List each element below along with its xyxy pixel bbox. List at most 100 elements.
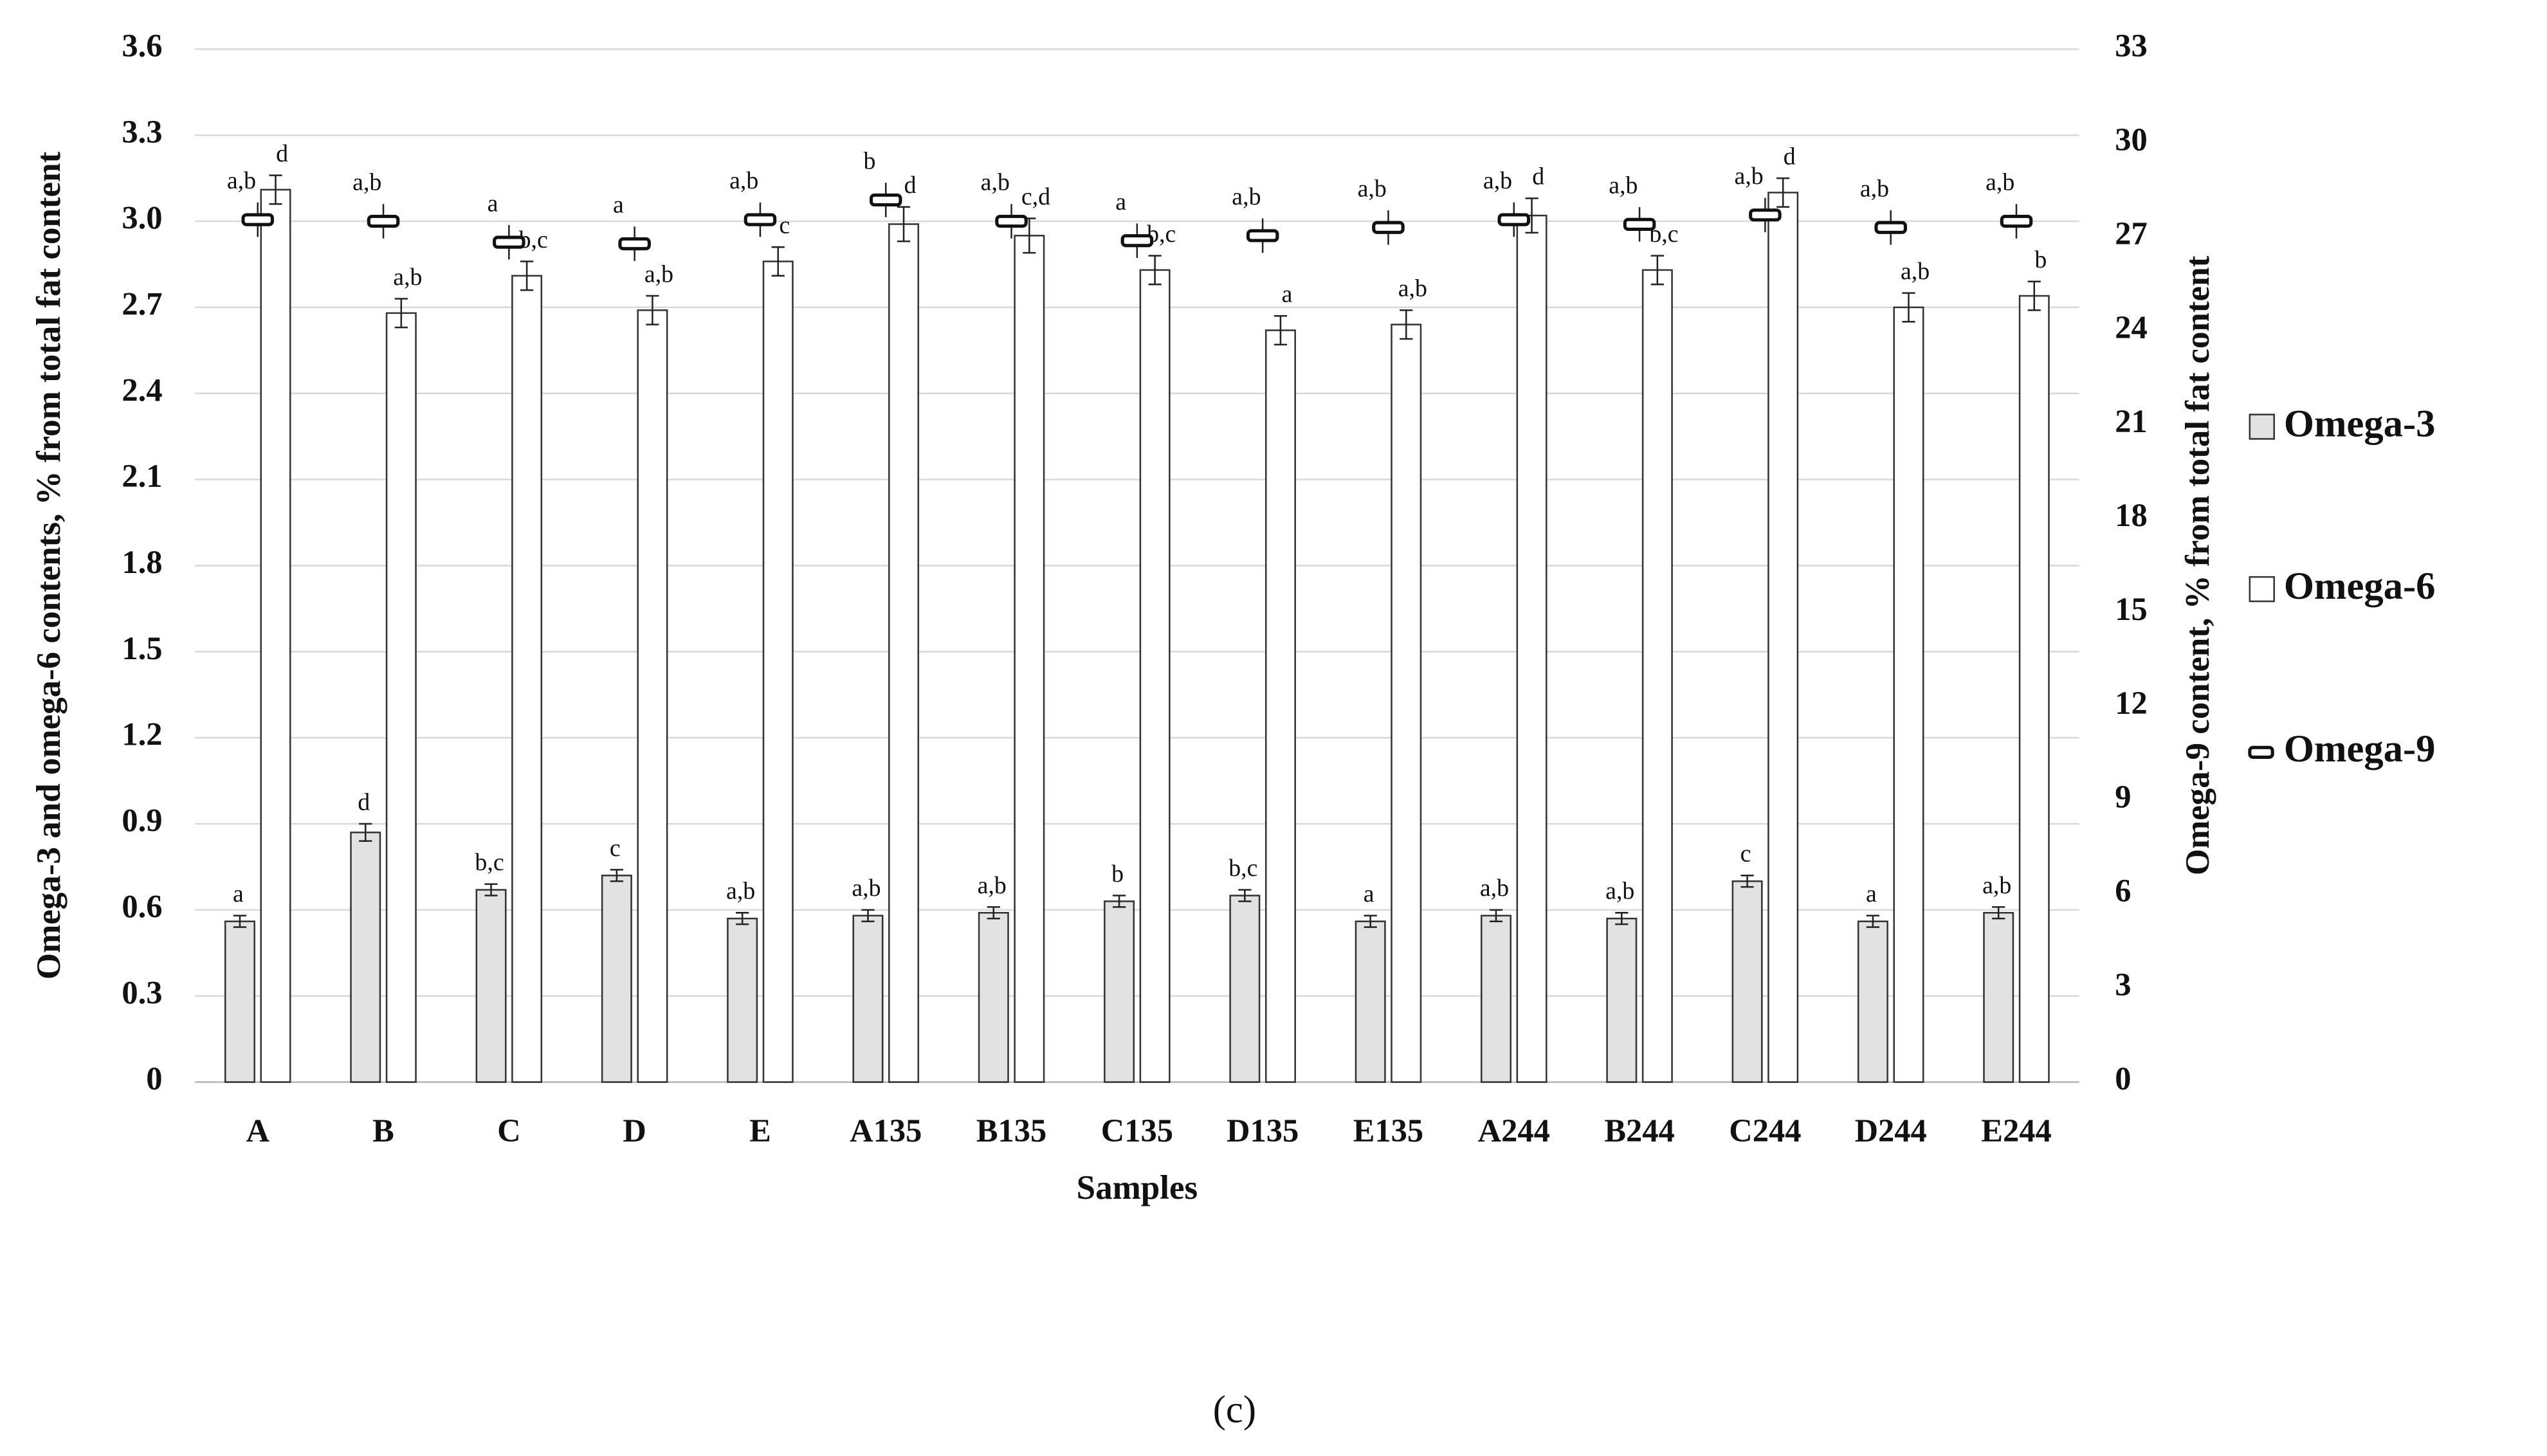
bar — [1264, 329, 1296, 1083]
y2-tick-label: 24 — [2115, 309, 2148, 345]
bar — [1767, 192, 1799, 1083]
significance-label: a — [613, 192, 624, 219]
omega9-marker — [744, 213, 777, 226]
y2-tick-label: 0 — [2115, 1060, 2131, 1097]
significance-label: a,b — [1901, 258, 1930, 285]
omega9-marker — [493, 235, 525, 249]
bar — [1641, 269, 1673, 1083]
significance-label: a,b — [1398, 275, 1427, 302]
significance-label: a,b — [981, 169, 1010, 196]
y-tick-label: 0.6 — [122, 888, 162, 924]
y2-tick-label: 18 — [2115, 497, 2148, 533]
significance-label: a,b — [978, 872, 1007, 899]
omega9-marker — [1372, 221, 1405, 234]
significance-label: a,b — [1358, 175, 1387, 202]
significance-label: a — [488, 190, 498, 217]
y-tick-label: 3.0 — [122, 200, 162, 236]
bar — [1139, 269, 1171, 1083]
significance-label: a,b — [1986, 169, 2014, 196]
significance-label: a,b — [1860, 175, 1889, 202]
significance-label: d — [904, 172, 917, 199]
significance-label: c — [1740, 841, 1751, 868]
x-tick-label: B — [372, 1113, 394, 1149]
omega9-marker — [1749, 208, 1782, 222]
significance-label: a,b — [227, 167, 256, 194]
omega9-marker — [241, 213, 274, 226]
x-tick-label: A135 — [850, 1113, 922, 1149]
bar — [1857, 920, 1888, 1083]
bar — [350, 832, 381, 1083]
x-tick-label: D135 — [1227, 1113, 1299, 1149]
significance-label: d — [276, 140, 288, 167]
bar — [1014, 235, 1045, 1083]
x-tick-label: B244 — [1604, 1113, 1674, 1149]
significance-label: d — [1784, 143, 1796, 170]
significance-label: b — [864, 148, 876, 175]
omega9-marker — [1120, 234, 1154, 248]
caption: (c) — [1213, 1388, 1256, 1432]
legend-swatch — [2249, 576, 2275, 603]
significance-label: a,b — [352, 169, 381, 196]
significance-label: a,b — [644, 260, 673, 287]
bar — [2018, 295, 2050, 1083]
legend-label: Omega-3 — [2284, 403, 2436, 446]
bar — [762, 260, 794, 1083]
bar — [385, 312, 417, 1083]
bar — [978, 912, 1009, 1083]
legend-swatch — [2249, 414, 2275, 440]
significance-label: a — [233, 880, 244, 907]
y-tick-label: 2.1 — [122, 458, 162, 494]
significance-label: a,b — [726, 878, 755, 905]
bar — [1391, 323, 1422, 1083]
y2-axis-title: Omega-9 content, % from total fat conten… — [2179, 255, 2216, 875]
significance-label: a,b — [1609, 172, 1638, 199]
x-tick-label: A — [246, 1113, 269, 1149]
y2-tick-label: 12 — [2115, 685, 2148, 721]
significance-label: d — [1532, 163, 1544, 190]
y-tick-label: 3.6 — [122, 28, 162, 64]
y2-tick-label: 33 — [2115, 28, 2148, 64]
significance-label: a,b — [1605, 878, 1634, 905]
significance-label: a — [1364, 880, 1374, 907]
y2-tick-label: 6 — [2115, 873, 2131, 909]
significance-label: b — [1111, 860, 1124, 887]
bar — [224, 920, 255, 1083]
significance-label: a,b — [393, 264, 422, 291]
y2-tick-label: 21 — [2115, 403, 2148, 439]
significance-label: c — [779, 212, 790, 239]
significance-label: a,b — [852, 875, 881, 902]
bar — [1606, 917, 1638, 1083]
x-tick-label: D244 — [1855, 1113, 1927, 1149]
x-tick-label: D — [623, 1113, 646, 1149]
x-tick-label: C — [497, 1113, 520, 1149]
bar — [1731, 880, 1763, 1083]
bar — [888, 223, 920, 1083]
bar — [1983, 912, 2014, 1083]
significance-label: a — [1866, 880, 1877, 907]
x-tick-label: A244 — [1478, 1113, 1550, 1149]
significance-label: a — [1282, 281, 1293, 308]
y2-tick-label: 3 — [2115, 967, 2131, 1003]
y-tick-label: 1.5 — [122, 630, 162, 666]
bar — [1229, 895, 1261, 1083]
x-tick-label: E — [749, 1113, 771, 1149]
y-tick-label: 1.8 — [122, 544, 162, 580]
y2-tick-label: 15 — [2115, 591, 2148, 627]
x-tick-label: B135 — [976, 1113, 1046, 1149]
significance-label: b,c — [1228, 855, 1257, 882]
x-axis-title: Samples — [1077, 1169, 1198, 1206]
omega9-marker — [618, 237, 651, 251]
y-axis-title: Omega-3 and omega-6 contents, % from tot… — [30, 151, 68, 979]
omega9-marker — [1246, 229, 1279, 242]
x-tick-label: E135 — [1353, 1113, 1423, 1149]
bar — [852, 915, 884, 1083]
omega9-marker — [367, 214, 400, 228]
legend-label: Omega-9 — [2284, 727, 2436, 770]
y-tick-label: 2.4 — [122, 372, 162, 408]
bar — [637, 309, 668, 1083]
bar — [511, 275, 543, 1083]
significance-label: a,b — [1982, 872, 2011, 899]
significance-label: a,b — [729, 167, 758, 194]
omega9-marker — [995, 214, 1028, 228]
significance-label: d — [358, 788, 370, 815]
